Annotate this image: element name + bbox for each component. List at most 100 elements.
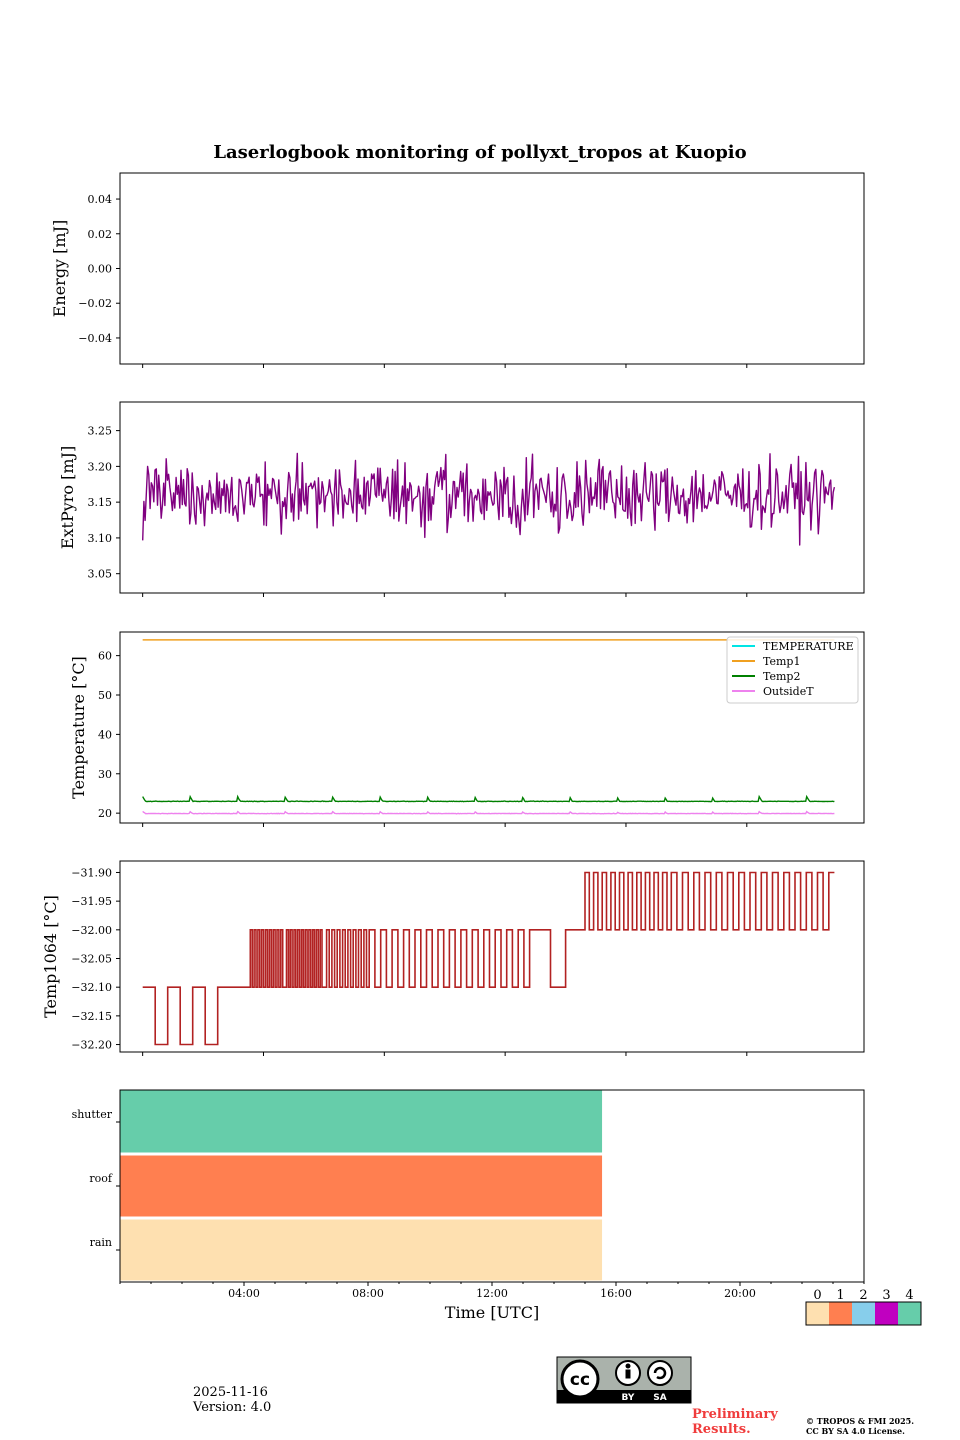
legend-label-outsidet: OutsideT (763, 685, 814, 698)
status-xtick-label: 04:00 (228, 1287, 260, 1300)
temperature-marks (142, 639, 835, 815)
temperature-ytick-label: 20 (98, 807, 112, 820)
cc-by-sa-badge: cc BY SA (556, 1356, 692, 1404)
energy-ytick-label: −0.02 (78, 297, 112, 310)
footer-date: 2025-11-16 (193, 1385, 268, 1400)
temperature-ylabel: Temperature [°C] (69, 656, 88, 799)
outsidet-series-line (142, 810, 835, 815)
temp1064-series-line (142, 871, 835, 1046)
temp1064-ytick-label: −31.90 (71, 866, 112, 879)
temp1064-marks (142, 871, 835, 1046)
status-xtick-label: 20:00 (724, 1287, 756, 1300)
temp1064-axes-frame (119, 860, 865, 1053)
extpyro-yticks: 3.25 3.20 3.15 3.10 3.05 (88, 425, 120, 581)
temp1064-yticks: −31.90 −31.95 −32.00 −32.05 −32.10 −32.15 −32.… (71, 866, 120, 1052)
status-xtick-label: 08:00 (352, 1287, 384, 1300)
attribution-person-head-icon (625, 1363, 631, 1369)
cc-logo-text: cc (570, 1370, 590, 1390)
colorbar-tick-label: 3 (882, 1288, 890, 1303)
extpyro-ytick-label: 3.15 (88, 496, 113, 509)
temperature-axes-frame (119, 631, 865, 824)
energy-panel: 0.04 0.02 0.00 −0.02 −0.04 Energy [mJ] (50, 172, 865, 368)
temp1064-ytick-label: −32.15 (71, 1010, 112, 1023)
colorbar-tick-label: 1 (836, 1288, 844, 1303)
share-alike-icon (647, 1360, 673, 1386)
status-xticks: 04:00 08:00 12:00 16:00 20:00 (119, 1282, 865, 1300)
colorbar-tick-label: 4 (905, 1288, 913, 1303)
colorbar-swatch (806, 1302, 829, 1325)
status-ytick-label-shutter: shutter (72, 1108, 113, 1121)
extpyro-ytick-label: 3.05 (88, 568, 113, 581)
temp1064-panel: −31.90 −31.95 −32.00 −32.05 −32.10 −32.15 −32.… (41, 860, 865, 1056)
legend-label-temp1: Temp1 (763, 655, 800, 668)
energy-axes-frame (119, 172, 865, 365)
temp1064-ytick-label: −32.10 (71, 981, 112, 994)
temp1064-ylabel: Temp1064 [°C] (41, 895, 60, 1018)
status-panel: shutter roof rain 04:00 08:00 12:00 16:00 20:0… (72, 1089, 865, 1322)
extpyro-axes-frame (119, 401, 865, 594)
copyright-line1: © TROPOS & FMI 2025. (806, 1416, 914, 1426)
colorbar-swatch (898, 1302, 921, 1325)
status-bar-shutter (120, 1090, 603, 1153)
status-xtick-label: 12:00 (476, 1287, 508, 1300)
temp1064-ytick-label: −32.00 (71, 924, 112, 937)
temp1064-ytick-label: −32.05 (71, 953, 112, 966)
energy-ylabel: Energy [mJ] (50, 220, 69, 318)
extpyro-ylabel: ExtPyro [mJ] (58, 446, 77, 549)
figure-title: Laserlogbook monitoring of pollyxt_tropo… (213, 142, 746, 163)
status-ytick-label-rain: rain (90, 1236, 112, 1249)
temp2-series-line (142, 794, 835, 803)
extpyro-xticks (142, 593, 748, 597)
footer-version: Version: 4.0 (192, 1400, 271, 1415)
extpyro-panel: 3.25 3.20 3.15 3.10 3.05 ExtPyro [mJ] (58, 401, 865, 597)
extpyro-ytick-label: 3.25 (88, 425, 113, 438)
legend-label-temperature: TEMPERATURE (763, 640, 854, 653)
legend-label-temp2: Temp2 (763, 670, 800, 683)
colorbar-swatch (852, 1302, 875, 1325)
temperature-ytick-label: 60 (98, 650, 112, 663)
energy-yticks: 0.04 0.02 0.00 −0.02 −0.04 (78, 193, 120, 345)
temperature-xticks (142, 823, 748, 827)
cc-by-label: BY (622, 1393, 635, 1403)
energy-ytick-label: 0.00 (88, 263, 113, 276)
temperature-yticks: 60 50 40 30 20 (98, 650, 120, 820)
status-xtick-label: 16:00 (600, 1287, 632, 1300)
temperature-legend: TEMPERATURE Temp1 Temp2 OutsideT (726, 636, 859, 704)
cc-logo-icon (560, 1359, 600, 1399)
status-ytick-label-roof: roof (89, 1172, 113, 1185)
energy-ytick-label: 0.02 (88, 228, 113, 241)
status-bar-rain (120, 1219, 603, 1281)
colorbar-swatch (875, 1302, 898, 1325)
extpyro-series-line (142, 452, 836, 546)
energy-ytick-label: 0.04 (88, 193, 113, 206)
legend-box (726, 636, 859, 704)
extpyro-ytick-label: 3.20 (88, 460, 113, 473)
temp1064-xticks (142, 1052, 748, 1056)
status-marks (120, 1090, 603, 1281)
temperature-ytick-label: 50 (98, 689, 112, 702)
colorbar-tick-label: 0 (813, 1288, 821, 1303)
status-axes-frame (119, 1089, 865, 1283)
extpyro-ytick-label: 3.10 (88, 532, 113, 545)
temperature-ytick-label: 30 (98, 768, 112, 781)
temperature-panel: 60 50 40 30 20 Temperature [°C] TEMPERATURE … (69, 631, 865, 827)
energy-ytick-label: −0.04 (78, 332, 112, 345)
copyright-line2: CC BY SA 4.0 License. (806, 1426, 905, 1436)
attribution-person-body-icon (625, 1369, 631, 1379)
status-bar-roof (120, 1155, 603, 1217)
colorbar-frame (805, 1301, 922, 1326)
status-xlabel: Time [UTC] (445, 1303, 539, 1322)
preliminary-results-line2: Results. (692, 1422, 751, 1437)
temp1064-ytick-label: −32.20 (71, 1039, 112, 1052)
status-yticks: shutter roof rain (72, 1108, 120, 1251)
colorbar-swatch (829, 1302, 852, 1325)
temperature-ytick-label: 40 (98, 728, 112, 741)
extpyro-marks (142, 452, 836, 546)
energy-xticks (142, 364, 748, 368)
colorbar-tick-label: 2 (859, 1288, 867, 1303)
cc-sa-label: SA (653, 1393, 666, 1403)
preliminary-results-line1: Preliminary (692, 1407, 778, 1422)
share-alike-arrow-icon (653, 1366, 667, 1380)
